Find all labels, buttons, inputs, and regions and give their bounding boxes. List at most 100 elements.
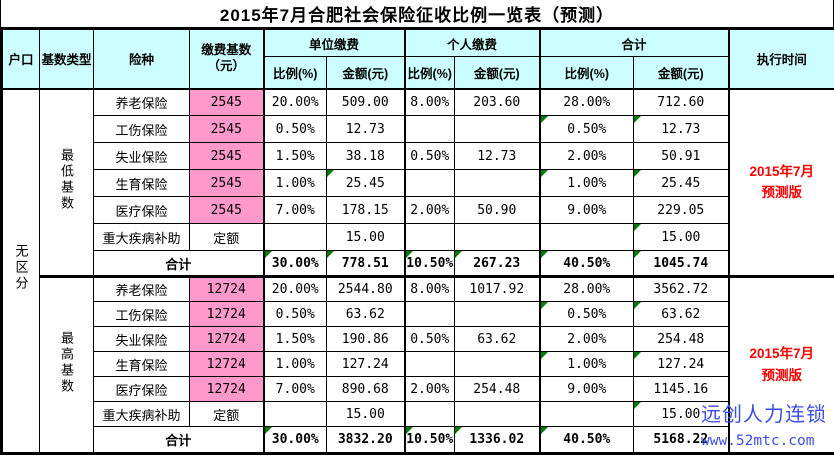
- cell-value: 40.50%: [563, 255, 611, 271]
- total-ratio-cell: [538, 223, 635, 251]
- cell-value: 12.73: [345, 121, 385, 137]
- total-ratio-cell: 0.50%: [538, 115, 635, 143]
- exec-time-cell: 2015年7月 预测版: [727, 88, 834, 277]
- cell-value: 28.00%: [563, 282, 611, 297]
- error-flag-icon: [634, 170, 642, 177]
- cell-value: 778.51: [341, 255, 389, 271]
- unit-ratio-cell: 0.50%: [262, 301, 327, 327]
- total-ratio-cell: 9.00%: [538, 196, 635, 224]
- unit-ratio-cell: 7.00%: [262, 376, 327, 402]
- header-total-ratio: 比例(%): [538, 56, 635, 90]
- unit-ratio-cell: 0.50%: [262, 115, 327, 143]
- unit-ratio-cell: 30.00%: [262, 426, 327, 454]
- base-type-text: 最高基数: [59, 330, 74, 395]
- cell-value: 1.00%: [275, 356, 315, 372]
- cell-value: 2544.80: [337, 282, 393, 297]
- personal-amount-cell: 50.90: [454, 196, 541, 224]
- unit-amount-cell: 190.86: [325, 326, 406, 352]
- cell-value: 890.68: [341, 381, 389, 397]
- unit-amount-cell: 778.51: [325, 250, 406, 277]
- total-amount-cell: 63.62: [633, 301, 730, 327]
- cell-value: 38.18: [345, 148, 385, 164]
- cell-value: 0.50%: [410, 331, 450, 347]
- cell-value: 63.62: [477, 331, 517, 347]
- unit-amount-cell: 178.15: [325, 196, 406, 224]
- unit-amount-cell: 127.24: [325, 351, 406, 377]
- cell-value: 203.60: [473, 94, 521, 110]
- header-hukou: 户口: [1, 28, 40, 90]
- personal-amount-cell: 1336.02: [454, 426, 541, 454]
- cell-value: 1045.74: [653, 255, 709, 271]
- personal-amount-cell: 254.48: [454, 376, 541, 402]
- cell-value: 8.00%: [410, 282, 450, 297]
- table-header: 户口 基数类型 险种 缴费基数 （元） 单位缴费 个人缴费 合计 执行时间 比例…: [1, 28, 834, 90]
- cell-value: 10.50%: [406, 432, 454, 447]
- unit-ratio-cell: 20.00%: [262, 275, 327, 302]
- cell-value: 1.00%: [567, 175, 607, 191]
- unit-amount-cell: 3832.20: [325, 426, 406, 454]
- unit-ratio-cell: 1.00%: [262, 169, 327, 197]
- error-flag-icon: [634, 302, 642, 309]
- error-flag-icon: [541, 352, 548, 359]
- base-type-text: 最低基数: [59, 147, 74, 212]
- header-total-group: 合计: [538, 28, 730, 57]
- cell-value: 20.00%: [271, 282, 319, 297]
- cell-value: 30.00%: [271, 432, 319, 447]
- total-amount-cell: 12.73: [633, 115, 730, 143]
- total-amount-cell: 25.45: [633, 169, 730, 197]
- error-flag-icon: [634, 352, 642, 359]
- unit-ratio-cell: 30.00%: [262, 250, 327, 277]
- personal-amount-cell: [454, 401, 541, 427]
- personal-amount-cell: 63.62: [454, 326, 541, 352]
- cell-value: 10.50%: [406, 255, 454, 271]
- unit-amount-cell: 15.00: [325, 401, 406, 427]
- personal-amount-cell: [454, 115, 541, 143]
- cell-value: 2.00%: [410, 202, 450, 218]
- cell-value: 15.00: [661, 229, 701, 245]
- cell-value: 63.62: [661, 306, 701, 322]
- insurance-name-cell: 养老保险: [93, 88, 190, 116]
- cell-value: 12.73: [661, 121, 701, 137]
- cell-value: 190.86: [341, 331, 389, 347]
- personal-ratio-cell: 2.00%: [403, 196, 456, 224]
- personal-amount-cell: 267.23: [454, 250, 541, 277]
- total-ratio-cell: 2.00%: [538, 142, 635, 170]
- cell-value: 178.15: [341, 202, 389, 218]
- insurance-name-cell: 养老保险: [93, 275, 190, 302]
- personal-amount-cell: 12.73: [454, 142, 541, 170]
- cell-value: 1336.02: [469, 432, 525, 447]
- payment-base-cell: 2545: [189, 196, 264, 224]
- unit-amount-cell: 25.45: [325, 169, 406, 197]
- personal-amount-cell: [454, 301, 541, 327]
- cell-value: 0.50%: [275, 121, 315, 137]
- payment-base-cell: 2545: [189, 115, 264, 143]
- page-title: 2015年7月合肥社会保险征收比例一览表（预测）: [0, 0, 834, 27]
- cell-value: 2.00%: [567, 331, 607, 347]
- header-exec-time: 执行时间: [727, 28, 834, 90]
- header-unit-group: 单位缴费: [262, 28, 406, 57]
- cell-value: 127.24: [657, 356, 705, 372]
- total-amount-cell: 15.00: [633, 223, 730, 251]
- cell-value: 2.00%: [567, 148, 607, 164]
- hukou-value-cell: 无区分: [1, 88, 40, 454]
- personal-ratio-cell: 0.50%: [403, 326, 456, 352]
- cell-value: 0.50%: [410, 148, 450, 164]
- cell-value: 254.48: [473, 381, 521, 397]
- cell-value: 25.45: [661, 175, 701, 191]
- error-flag-icon: [265, 427, 272, 434]
- payment-base-cell: 定额: [189, 223, 264, 251]
- payment-base-cell: 2545: [189, 88, 264, 116]
- total-ratio-cell: 28.00%: [538, 88, 635, 116]
- personal-ratio-cell: 10.50%: [403, 250, 456, 277]
- total-label-cell: 合计: [93, 250, 264, 277]
- error-flag-icon: [455, 427, 463, 434]
- insurance-name-cell: 失业保险: [93, 142, 190, 170]
- cell-value: 0.50%: [275, 306, 315, 322]
- unit-ratio-cell: [262, 223, 327, 251]
- error-flag-icon: [634, 251, 642, 258]
- cell-value: 63.62: [345, 306, 385, 322]
- cell-value: 8.00%: [410, 94, 450, 110]
- total-amount-cell: 127.24: [633, 351, 730, 377]
- cell-value: 1017.92: [469, 282, 525, 297]
- cell-value: 509.00: [341, 94, 389, 110]
